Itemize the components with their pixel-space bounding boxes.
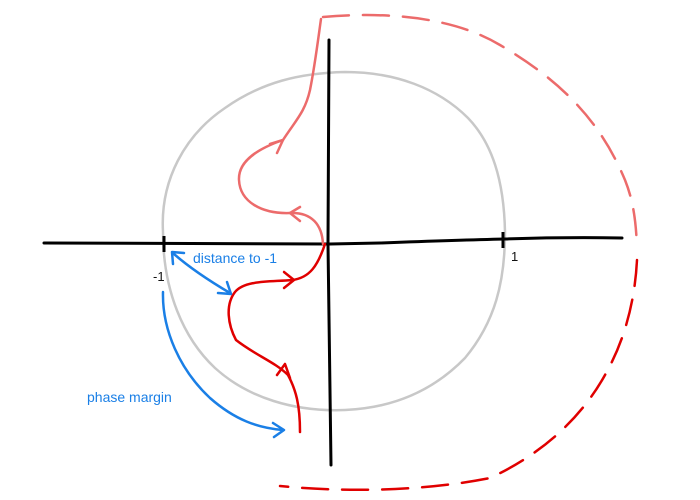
negative-frequency-curve <box>237 17 325 246</box>
arrowhead-icon <box>288 205 302 223</box>
double-arrow-icon <box>170 250 186 266</box>
positive-frequency-curve <box>227 242 327 434</box>
unit-circle <box>161 70 507 412</box>
arrowhead-icon <box>275 362 292 380</box>
positive-frequency-dashed-arc <box>278 258 639 492</box>
arrowhead-icon <box>282 270 296 290</box>
distance-arrow <box>172 252 232 295</box>
real-axis <box>42 236 624 246</box>
distance-label: distance to -1 <box>193 250 278 266</box>
phase-margin-arrow <box>161 290 285 432</box>
tick-label-neg-one: -1 <box>153 269 165 284</box>
imaginary-axis <box>326 38 333 467</box>
tick-label-pos-one: 1 <box>511 249 519 264</box>
double-arrow-icon <box>271 421 286 439</box>
phase-margin-label: phase margin <box>87 389 172 405</box>
negative-frequency-dashed-arc <box>321 13 639 250</box>
arrowhead-icon <box>268 138 285 155</box>
double-arrow-icon <box>216 280 233 296</box>
